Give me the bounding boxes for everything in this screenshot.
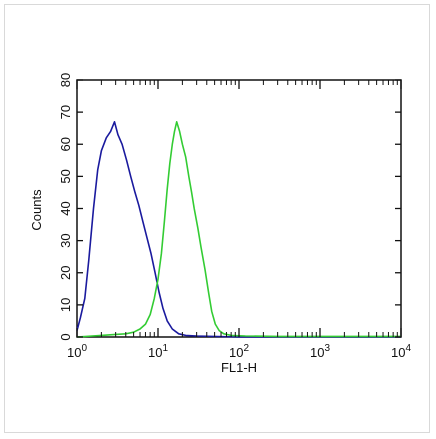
y-tick-label: 40 xyxy=(58,201,73,215)
y-tick-label: 0 xyxy=(58,333,73,340)
y-tick-label: 10 xyxy=(58,298,73,312)
y-tick-label: 70 xyxy=(58,105,73,119)
x-tick-label: 100 xyxy=(67,343,87,360)
y-tick-label: 80 xyxy=(58,73,73,87)
y-axis: 0 10 20 30 40 50 60 70 80 xyxy=(58,73,401,341)
y-tick-label: 20 xyxy=(58,266,73,280)
y-axis-title: Counts xyxy=(29,189,44,231)
x-tick-label: 104 xyxy=(391,343,411,360)
histogram-series-2 xyxy=(76,121,401,338)
x-tick-label: 101 xyxy=(148,343,168,360)
histogram-series-1 xyxy=(76,121,401,338)
y-tick-label: 50 xyxy=(58,169,73,183)
y-tick-label: 60 xyxy=(58,137,73,151)
x-axis-title: FL1-H xyxy=(221,360,257,375)
series-layer xyxy=(76,121,401,338)
x-axis: 100 101 102 103 104 xyxy=(67,80,411,360)
x-tick-label: 102 xyxy=(229,343,249,360)
plot-area xyxy=(76,79,402,338)
x-tick-label: 103 xyxy=(310,343,330,360)
y-tick-label: 30 xyxy=(58,233,73,247)
